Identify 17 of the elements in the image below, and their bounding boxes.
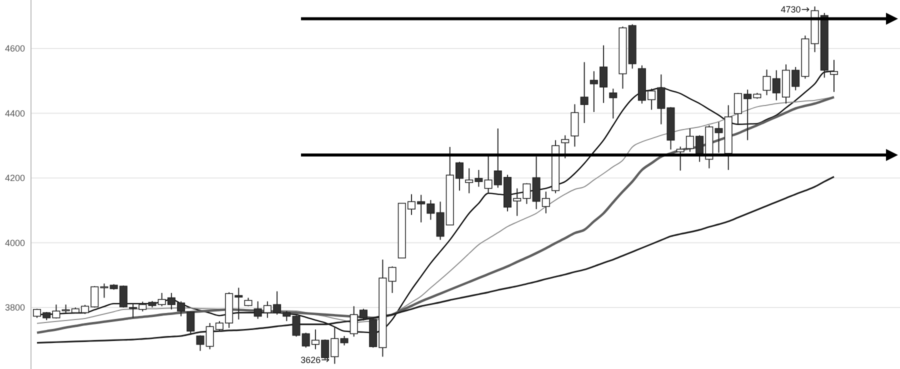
candlestick [609,88,618,119]
y-tick-label: 4400 [5,108,26,118]
candlestick [570,104,579,148]
candlestick [186,310,195,334]
annotation: 3626 [300,354,321,365]
y-tick-label: 4200 [5,173,26,184]
y-tick-label: 4000 [5,238,26,248]
candlestick [340,335,348,346]
candlestick [196,334,204,352]
candlestick [561,134,570,159]
candlestick [580,62,588,124]
candlestick [830,59,838,92]
candlestick [676,146,684,172]
y-tick-label: 4600 [5,44,26,54]
annotation: 4730 [780,4,801,15]
y-tick-label: 3800 [5,302,26,313]
candlestick [388,266,396,294]
